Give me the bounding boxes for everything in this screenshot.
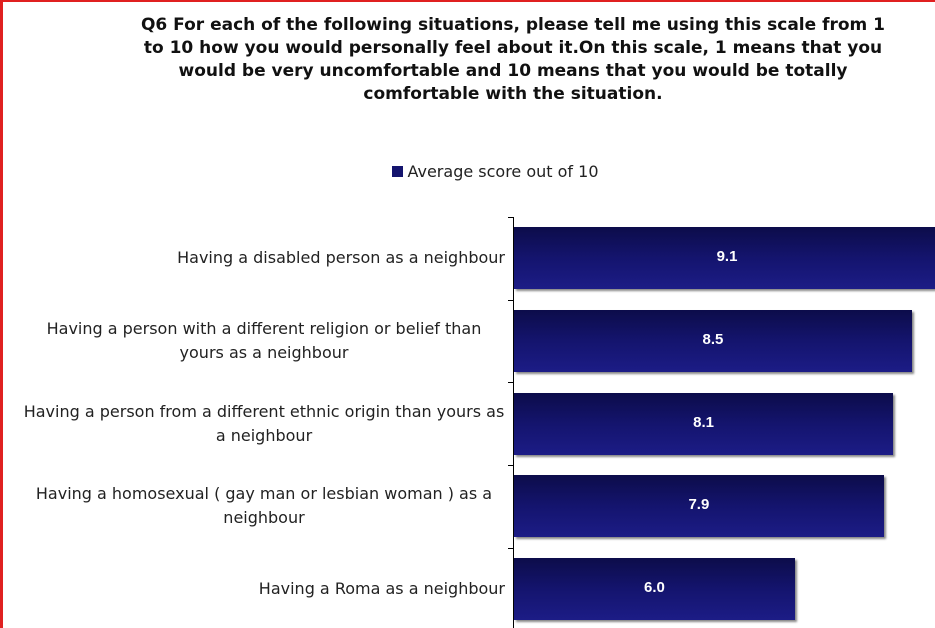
legend-label: Average score out of 10 <box>407 162 599 181</box>
bar <box>514 558 795 621</box>
value-label: 8.5 <box>702 331 724 349</box>
value-axis <box>513 217 514 628</box>
category-label: Having a person from a different ethnic … <box>23 394 505 454</box>
axis-tick <box>508 465 513 467</box>
value-label: 6.0 <box>644 579 665 597</box>
chart-title: Q6 For each of the following situations,… <box>140 15 886 104</box>
category-text: Having a Roma as a neighbour <box>258 579 505 599</box>
value-label: 8.1 <box>693 413 715 431</box>
axis-tick <box>508 299 513 301</box>
category-text: Having a disabled person as a neighbour <box>177 248 505 268</box>
bar <box>514 227 935 290</box>
category-label: Having a person with a different religio… <box>23 311 505 371</box>
bar <box>514 475 884 538</box>
bar <box>514 310 912 373</box>
legend: Average score out of 10 <box>3 162 935 181</box>
category-label: Having a Roma as a neighbour <box>23 559 505 619</box>
axis-tick <box>508 382 513 384</box>
category-label: Having a homosexual ( gay man or lesbian… <box>23 476 505 536</box>
category-text: Having a person from a different ethnic … <box>23 401 505 445</box>
bar <box>514 392 894 455</box>
category-text: Having a homosexual ( gay man or lesbian… <box>35 484 493 528</box>
value-label: 7.9 <box>688 496 710 514</box>
category-text: Having a person with a different religio… <box>46 319 482 363</box>
legend-swatch <box>392 166 404 177</box>
axis-tick <box>508 547 513 549</box>
category-label: Having a disabled person as a neighbour <box>23 228 505 288</box>
value-label: 9.1 <box>716 248 738 266</box>
axis-tick <box>508 217 513 218</box>
